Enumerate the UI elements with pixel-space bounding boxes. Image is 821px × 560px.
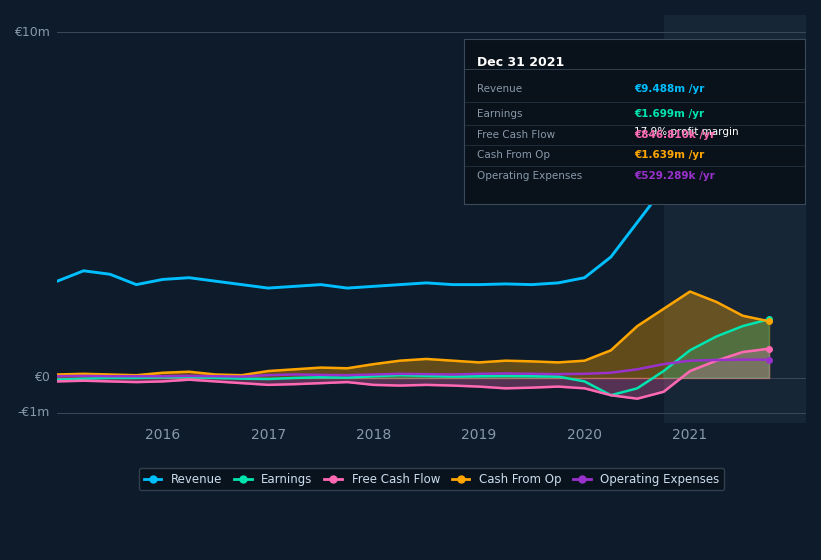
Text: Earnings: Earnings <box>478 109 523 119</box>
Text: 17.9% profit margin: 17.9% profit margin <box>635 127 739 137</box>
Text: €846.810k /yr: €846.810k /yr <box>635 130 715 140</box>
Text: €9.488m /yr: €9.488m /yr <box>635 84 704 94</box>
Bar <box>663 15 806 423</box>
Text: Free Cash Flow: Free Cash Flow <box>478 130 556 140</box>
Text: Operating Expenses: Operating Expenses <box>478 171 583 181</box>
Text: €1.639m /yr: €1.639m /yr <box>635 150 704 160</box>
Text: €10m: €10m <box>14 26 50 39</box>
Text: -€1m: -€1m <box>17 406 50 419</box>
Text: Dec 31 2021: Dec 31 2021 <box>478 56 565 69</box>
Text: Cash From Op: Cash From Op <box>478 150 551 160</box>
Text: €1.699m /yr: €1.699m /yr <box>635 109 704 119</box>
Text: €0: €0 <box>34 371 50 385</box>
Text: €529.289k /yr: €529.289k /yr <box>635 171 715 181</box>
Text: Revenue: Revenue <box>478 84 523 94</box>
Legend: Revenue, Earnings, Free Cash Flow, Cash From Op, Operating Expenses: Revenue, Earnings, Free Cash Flow, Cash … <box>139 468 724 491</box>
